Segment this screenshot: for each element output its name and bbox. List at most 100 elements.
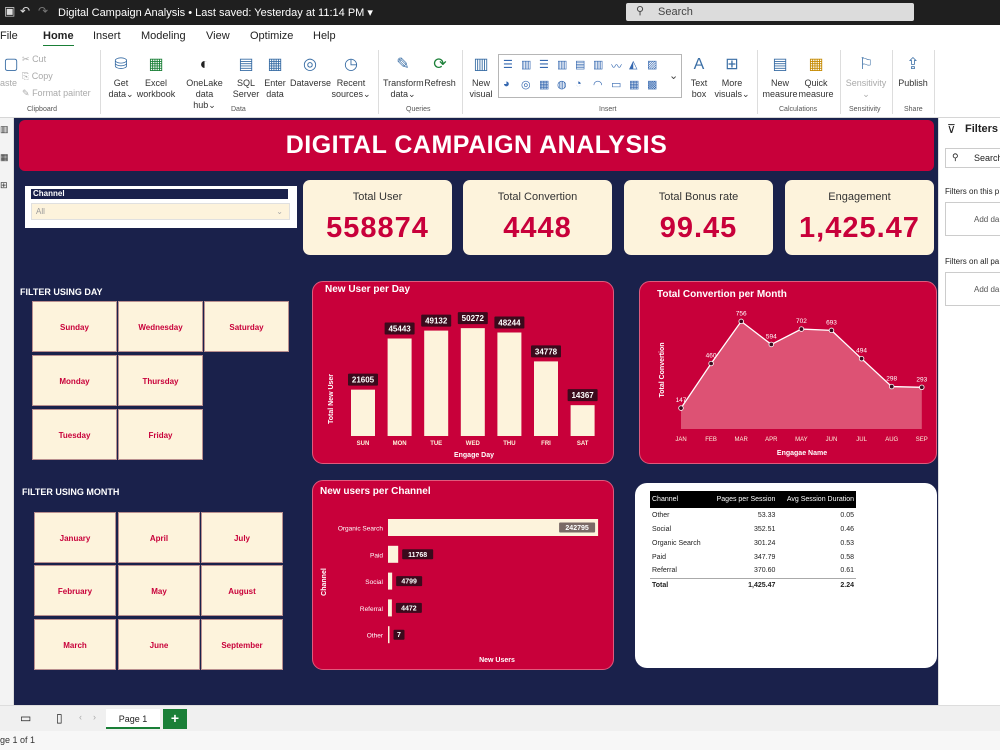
slicer-dropdown[interactable]: All ⌄ <box>31 203 290 220</box>
menu-insert[interactable]: Insert <box>93 30 121 42</box>
more-visuals-button[interactable]: ⊞ More visuals⌄ <box>714 56 750 99</box>
menu-home[interactable]: Home <box>43 30 74 47</box>
add-data-field-this-page[interactable]: Add da <box>945 202 1000 236</box>
text-box-button[interactable]: A Text box <box>684 54 714 100</box>
paste-button[interactable]: ▢ aste <box>0 54 19 89</box>
add-page-button[interactable]: + <box>163 709 187 729</box>
document-title[interactable]: Digital Campaign Analysis • Last saved: … <box>58 7 373 19</box>
sensitivity-button[interactable]: ⚐ Sensitivity ⌄ <box>845 56 887 99</box>
kpi-card-total-user[interactable]: Total User 558874 <box>303 180 452 255</box>
kpi-card-total-bonus-rate[interactable]: Total Bonus rate 99.45 <box>624 180 773 255</box>
column-header-pages-per-session[interactable]: Pages per Session <box>708 491 778 508</box>
table-row[interactable]: Paid 347.79 0.58 <box>652 553 854 561</box>
matrix-icon[interactable]: ▩ <box>647 79 658 91</box>
filters-pane-title[interactable]: Filters <box>965 123 999 135</box>
new-visual-button[interactable]: ▥ New visual <box>469 56 493 99</box>
get-data-button[interactable]: ⛁ Get data⌄ <box>108 56 134 99</box>
model-view-icon[interactable]: ⊞ <box>0 180 8 190</box>
day-tile-sunday[interactable]: Sunday <box>32 301 117 352</box>
enter-data-button[interactable]: ▦ Enter data <box>264 56 286 99</box>
day-tile-friday[interactable]: Friday <box>118 409 203 460</box>
channel-metrics-table-card[interactable]: Channel Pages per Session Avg Session Du… <box>635 483 937 668</box>
previous-page-icon[interactable]: ‹ <box>79 712 82 722</box>
publish-button[interactable]: ⇪ Publish <box>898 56 928 88</box>
undo-icon[interactable]: ↶ <box>20 4 31 18</box>
filters-search-input[interactable]: ⚲ Search <box>945 148 1000 168</box>
month-tile-february[interactable]: February <box>34 565 116 616</box>
desktop-layout-icon[interactable]: ▭ <box>20 711 32 725</box>
month-tile-march[interactable]: March <box>34 619 116 670</box>
new-measure-button[interactable]: ▤ New measure <box>762 56 798 99</box>
clustered-bar-icon[interactable]: ☰ <box>539 59 549 71</box>
table-row[interactable]: Social 352.51 0.46 <box>652 525 854 533</box>
month-tile-june[interactable]: June <box>118 619 200 670</box>
day-tile-thursday[interactable]: Thursday <box>118 355 203 406</box>
visualizations-gallery[interactable]: ☰ ▥ ☰ ▥ ▤ ▥ 〰 ◭ ▨ ◕ ◎ ▦ ◍ ◔ ◠ ▭ ▦ ▩ ⌄ <box>498 54 682 98</box>
onelake-data-hub-button[interactable]: ◐ OneLake data hub⌄ <box>186 56 223 110</box>
menu-optimize[interactable]: Optimize <box>250 30 294 42</box>
new-user-per-day-chart[interactable]: New User per Day Total New User Engage Day… <box>312 281 614 464</box>
dataverse-button[interactable]: ◎ Dataverse <box>290 56 332 88</box>
save-icon[interactable]: ▣ <box>4 4 16 18</box>
day-tile-tuesday[interactable]: Tuesday <box>32 409 117 460</box>
transform-data-button[interactable]: ✎ Transform data⌄ <box>383 56 424 99</box>
copy-button[interactable]: ⎘ Copy <box>22 71 53 81</box>
column-header-channel[interactable]: Channel <box>650 491 709 508</box>
search-input[interactable]: ⚲ Search <box>626 3 914 21</box>
table-row[interactable]: Organic Search 301.24 0.53 <box>652 539 854 547</box>
gauge-icon[interactable]: ◠ <box>593 79 603 91</box>
cut-button[interactable]: ✂ Cut <box>22 54 47 64</box>
add-data-field-all-pages[interactable]: Add da <box>945 272 1000 306</box>
area-chart-icon[interactable]: ◭ <box>629 59 638 71</box>
month-tile-january[interactable]: January <box>34 512 116 563</box>
100-column-icon[interactable]: ▥ <box>593 59 604 71</box>
recent-sources-button[interactable]: ◷ Recent sources⌄ <box>331 56 371 99</box>
menu-help[interactable]: Help <box>313 30 336 42</box>
month-tile-may[interactable]: May <box>118 565 200 616</box>
day-tile-monday[interactable]: Monday <box>32 355 117 406</box>
stacked-column-icon[interactable]: ▥ <box>521 59 532 71</box>
next-page-icon[interactable]: › <box>93 712 96 722</box>
kpi-card-total-convertion[interactable]: Total Convertion 4448 <box>463 180 612 255</box>
pie-chart-icon[interactable]: ◕ <box>503 78 510 90</box>
chevron-down-icon[interactable]: ▾ <box>367 7 373 19</box>
format-painter-button[interactable]: ✎ Format painter <box>22 88 91 98</box>
ribbon-chart-icon[interactable]: ▨ <box>647 59 658 71</box>
menu-view[interactable]: View <box>206 30 230 42</box>
map-icon[interactable]: ◍ <box>557 79 567 91</box>
redo-icon[interactable]: ↷ <box>38 4 49 18</box>
mobile-layout-icon[interactable]: ▯ <box>56 711 63 725</box>
donut-chart-icon[interactable]: ◎ <box>521 79 531 91</box>
month-tile-september[interactable]: September <box>201 619 283 670</box>
table-row[interactable]: Referral 370.60 0.61 <box>652 567 854 575</box>
card-icon[interactable]: ▭ <box>611 79 622 91</box>
refresh-button[interactable]: ⟳ Refresh <box>424 56 456 88</box>
menu-modeling[interactable]: Modeling <box>141 30 186 42</box>
excel-workbook-button[interactable]: ▦ Excel workbook <box>136 56 176 99</box>
stacked-bar-icon[interactable]: ☰ <box>503 59 513 71</box>
sql-server-button[interactable]: ▤ SQL Server <box>232 56 260 99</box>
total-convertion-per-month-chart[interactable]: Total Convertion per Month Total Converti… <box>639 281 937 464</box>
clustered-column-icon[interactable]: ▥ <box>557 59 568 71</box>
100-bar-icon[interactable]: ▤ <box>575 59 586 71</box>
channel-slicer[interactable]: Channel All ⌄ <box>25 186 297 228</box>
filled-map-icon[interactable]: ◔ <box>575 78 582 90</box>
column-header-avg-session-duration[interactable]: Avg Session Duration <box>777 491 856 508</box>
month-tile-july[interactable]: July <box>201 512 283 563</box>
table-view-icon[interactable]: ▦ <box>0 152 9 162</box>
quick-measure-button[interactable]: ▦ Quick measure <box>798 56 834 99</box>
table-visual-icon[interactable]: ▦ <box>629 79 640 91</box>
kpi-card-engagement[interactable]: Engagement 1,425.47 <box>785 180 934 255</box>
month-tile-august[interactable]: August <box>201 565 283 616</box>
day-tile-wednesday[interactable]: Wednesday <box>118 301 203 352</box>
day-tile-saturday[interactable]: Saturday <box>204 301 289 352</box>
table-row[interactable]: Other 53.33 0.05 <box>652 511 854 519</box>
menu-file[interactable]: File <box>0 30 18 42</box>
line-chart-icon[interactable]: 〰 <box>611 61 622 73</box>
month-tile-april[interactable]: April <box>118 512 200 563</box>
new-users-per-channel-chart[interactable]: New users per Channel Channel New Users Org… <box>312 480 614 670</box>
treemap-icon[interactable]: ▦ <box>539 79 550 91</box>
report-view-icon[interactable]: ▥ <box>0 124 9 134</box>
gallery-expand-icon[interactable]: ⌄ <box>669 70 679 82</box>
page-tab-page-1[interactable]: Page 1 <box>106 709 160 729</box>
